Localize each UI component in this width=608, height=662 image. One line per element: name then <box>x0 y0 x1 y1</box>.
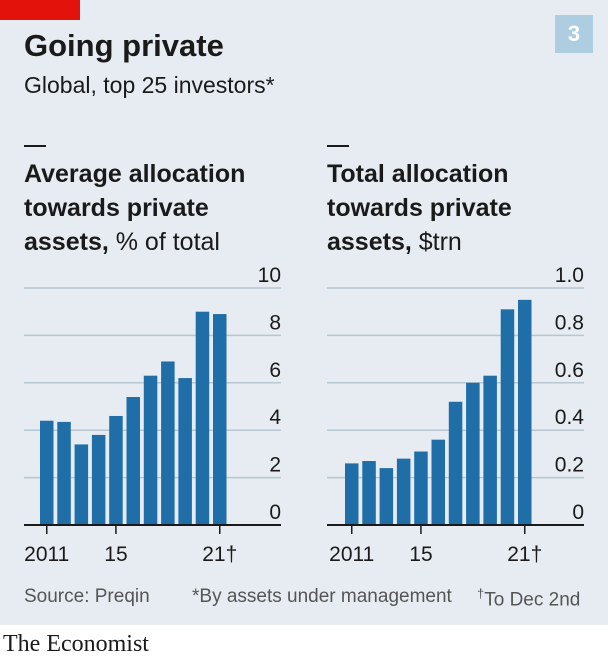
chart-title: Going private <box>24 28 224 63</box>
left-bar-2013 <box>74 444 89 525</box>
bar-charts: 0 2 4 6 8 10 2011 15 21† 0 0.2 0.4 0.6 0.8 1.0 2011 15 21… <box>24 264 585 566</box>
left-chart-title-unit: % of total <box>115 228 220 256</box>
right-chart-rule <box>327 145 349 147</box>
right-y-tick-label: 0.4 <box>555 406 585 429</box>
left-bar-2020 <box>195 311 210 525</box>
right-chart-title-unit: $trn <box>418 228 462 256</box>
left-y-tick-label: 8 <box>269 311 281 334</box>
right-bar-2013 <box>379 468 394 525</box>
right-x-tick-label: 15 <box>409 543 432 566</box>
left-chart-rule <box>24 145 46 147</box>
right-chart-title: Total allocation towards private assets,… <box>327 157 577 259</box>
left-bar-2016 <box>126 397 140 525</box>
right-bar-2021 <box>518 299 532 525</box>
left-x-tick-label: 2011 <box>24 543 69 566</box>
left-bar-2019 <box>178 378 192 525</box>
right-bar-2015 <box>414 451 428 525</box>
right-x-tick-label: 2011 <box>329 543 374 566</box>
left-bar-2021 <box>213 314 227 525</box>
left-bar-2018 <box>161 361 175 525</box>
left-bar-2017 <box>143 375 158 525</box>
left-y-tick-label: 6 <box>269 359 281 382</box>
left-bar-2015 <box>109 415 123 525</box>
right-bar-2011 <box>345 463 359 525</box>
economist-red-tag <box>0 0 80 20</box>
assets-footnote: *By assets under management <box>192 586 452 607</box>
economist-logo: The Economist <box>3 631 149 657</box>
left-y-tick-label: 0 <box>269 501 281 524</box>
right-y-tick-label: 0.2 <box>555 454 584 477</box>
right-y-tick-label: 0.6 <box>555 359 584 382</box>
right-bar-2019 <box>483 375 497 525</box>
chart-number-badge: 3 <box>555 15 593 53</box>
left-chart-title-bold: Average allocation towards private asset… <box>24 160 246 256</box>
date-footnote: †To Dec 2nd <box>477 586 580 611</box>
dagger-mark: † <box>477 586 485 601</box>
right-bar-2012 <box>362 461 376 525</box>
left-y-tick-label: 4 <box>269 406 281 429</box>
source-note: Source: Preqin <box>24 586 150 607</box>
left-bar-2012 <box>57 421 71 525</box>
right-x-tick-label: 21† <box>507 543 542 566</box>
right-bar-2017 <box>448 401 463 525</box>
left-x-tick-label: 21† <box>202 543 237 566</box>
left-chart-title: Average allocation towards private asset… <box>24 157 274 259</box>
right-chart-title-bold: Total allocation towards private assets, <box>327 160 512 256</box>
right-y-tick-label: 0.8 <box>555 311 584 334</box>
left-bar-2011 <box>40 420 54 525</box>
right-bar-2014 <box>396 458 411 525</box>
date-footnote-text: To Dec 2nd <box>484 589 581 611</box>
left-x-tick-label: 15 <box>104 543 127 566</box>
left-bar-2014 <box>91 434 106 525</box>
right-y-tick-label: 1.0 <box>555 264 584 287</box>
right-bar-2020 <box>500 309 515 525</box>
left-y-tick-label: 2 <box>269 454 281 477</box>
chart-subtitle: Global, top 25 investors* <box>24 72 275 98</box>
left-y-tick-label: 10 <box>258 264 281 287</box>
right-bar-2018 <box>466 382 480 525</box>
right-bar-2016 <box>431 439 445 525</box>
right-y-tick-label: 0 <box>572 501 584 524</box>
